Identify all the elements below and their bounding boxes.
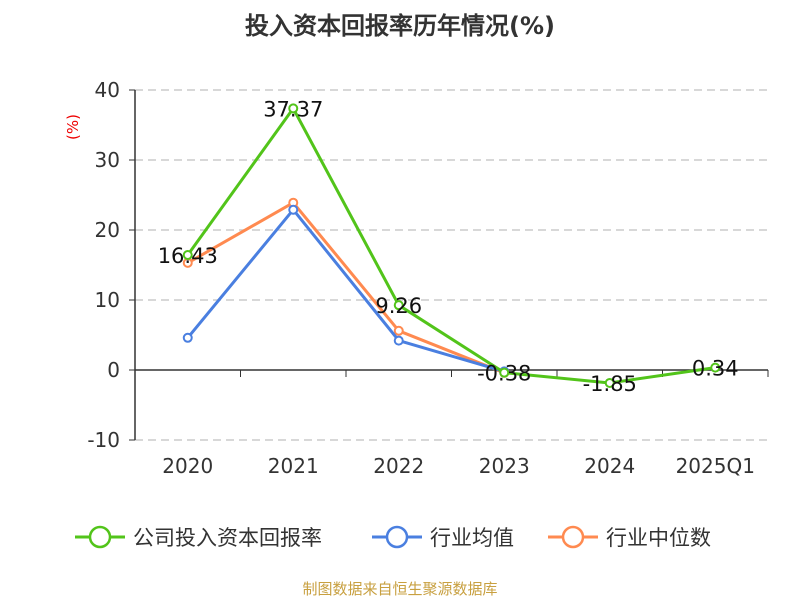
data-point: [182, 332, 193, 343]
data-point: [710, 362, 721, 373]
series-line-1: [186, 208, 505, 373]
x-tick-label: 2023: [479, 454, 530, 478]
data-label: 9.26: [375, 294, 422, 318]
data-point: [288, 103, 299, 114]
y-tick-label: 10: [95, 288, 120, 312]
y-tick-label: -10: [87, 428, 120, 452]
data-point: [288, 204, 299, 215]
x-tick-label: 2020: [162, 454, 213, 478]
x-tick-label: 2025Q1: [676, 454, 755, 478]
data-point: [182, 249, 193, 260]
x-tick-label: 2021: [268, 454, 319, 478]
legend-marker-icon: [88, 525, 112, 549]
legend-item: 行业中位数: [606, 526, 711, 550]
data-point: [393, 325, 404, 336]
legend-marker-icon: [385, 525, 409, 549]
series-line-0: [186, 106, 716, 385]
chart-title: 投入资本回报率历年情况(%): [245, 12, 555, 40]
series-line-2: [187, 201, 505, 375]
data-label: 37.37: [263, 97, 323, 121]
x-tick-label: 2024: [584, 454, 635, 478]
legend-marker-icon: [561, 525, 585, 549]
y-tick-label: 30: [95, 148, 120, 172]
data-point: [604, 377, 615, 388]
legend-item: 公司投入资本回报率: [133, 526, 322, 550]
data-point: [499, 367, 510, 378]
data-point: [393, 300, 404, 311]
y-axis-label: (%): [64, 114, 82, 140]
y-tick-label: 40: [95, 78, 120, 102]
data-label: -0.38: [477, 362, 531, 386]
y-tick-label: 20: [95, 218, 120, 242]
data-label: -1.85: [583, 372, 637, 396]
data-point: [393, 335, 404, 346]
data-label: 0.34: [692, 357, 739, 381]
x-tick-label: 2022: [373, 454, 424, 478]
legend-item: 行业均值: [430, 526, 514, 550]
source-note: 制图数据来自恒生聚源数据库: [302, 580, 498, 598]
data-label: 16.43: [158, 244, 218, 268]
y-tick-label: 0: [107, 358, 120, 382]
